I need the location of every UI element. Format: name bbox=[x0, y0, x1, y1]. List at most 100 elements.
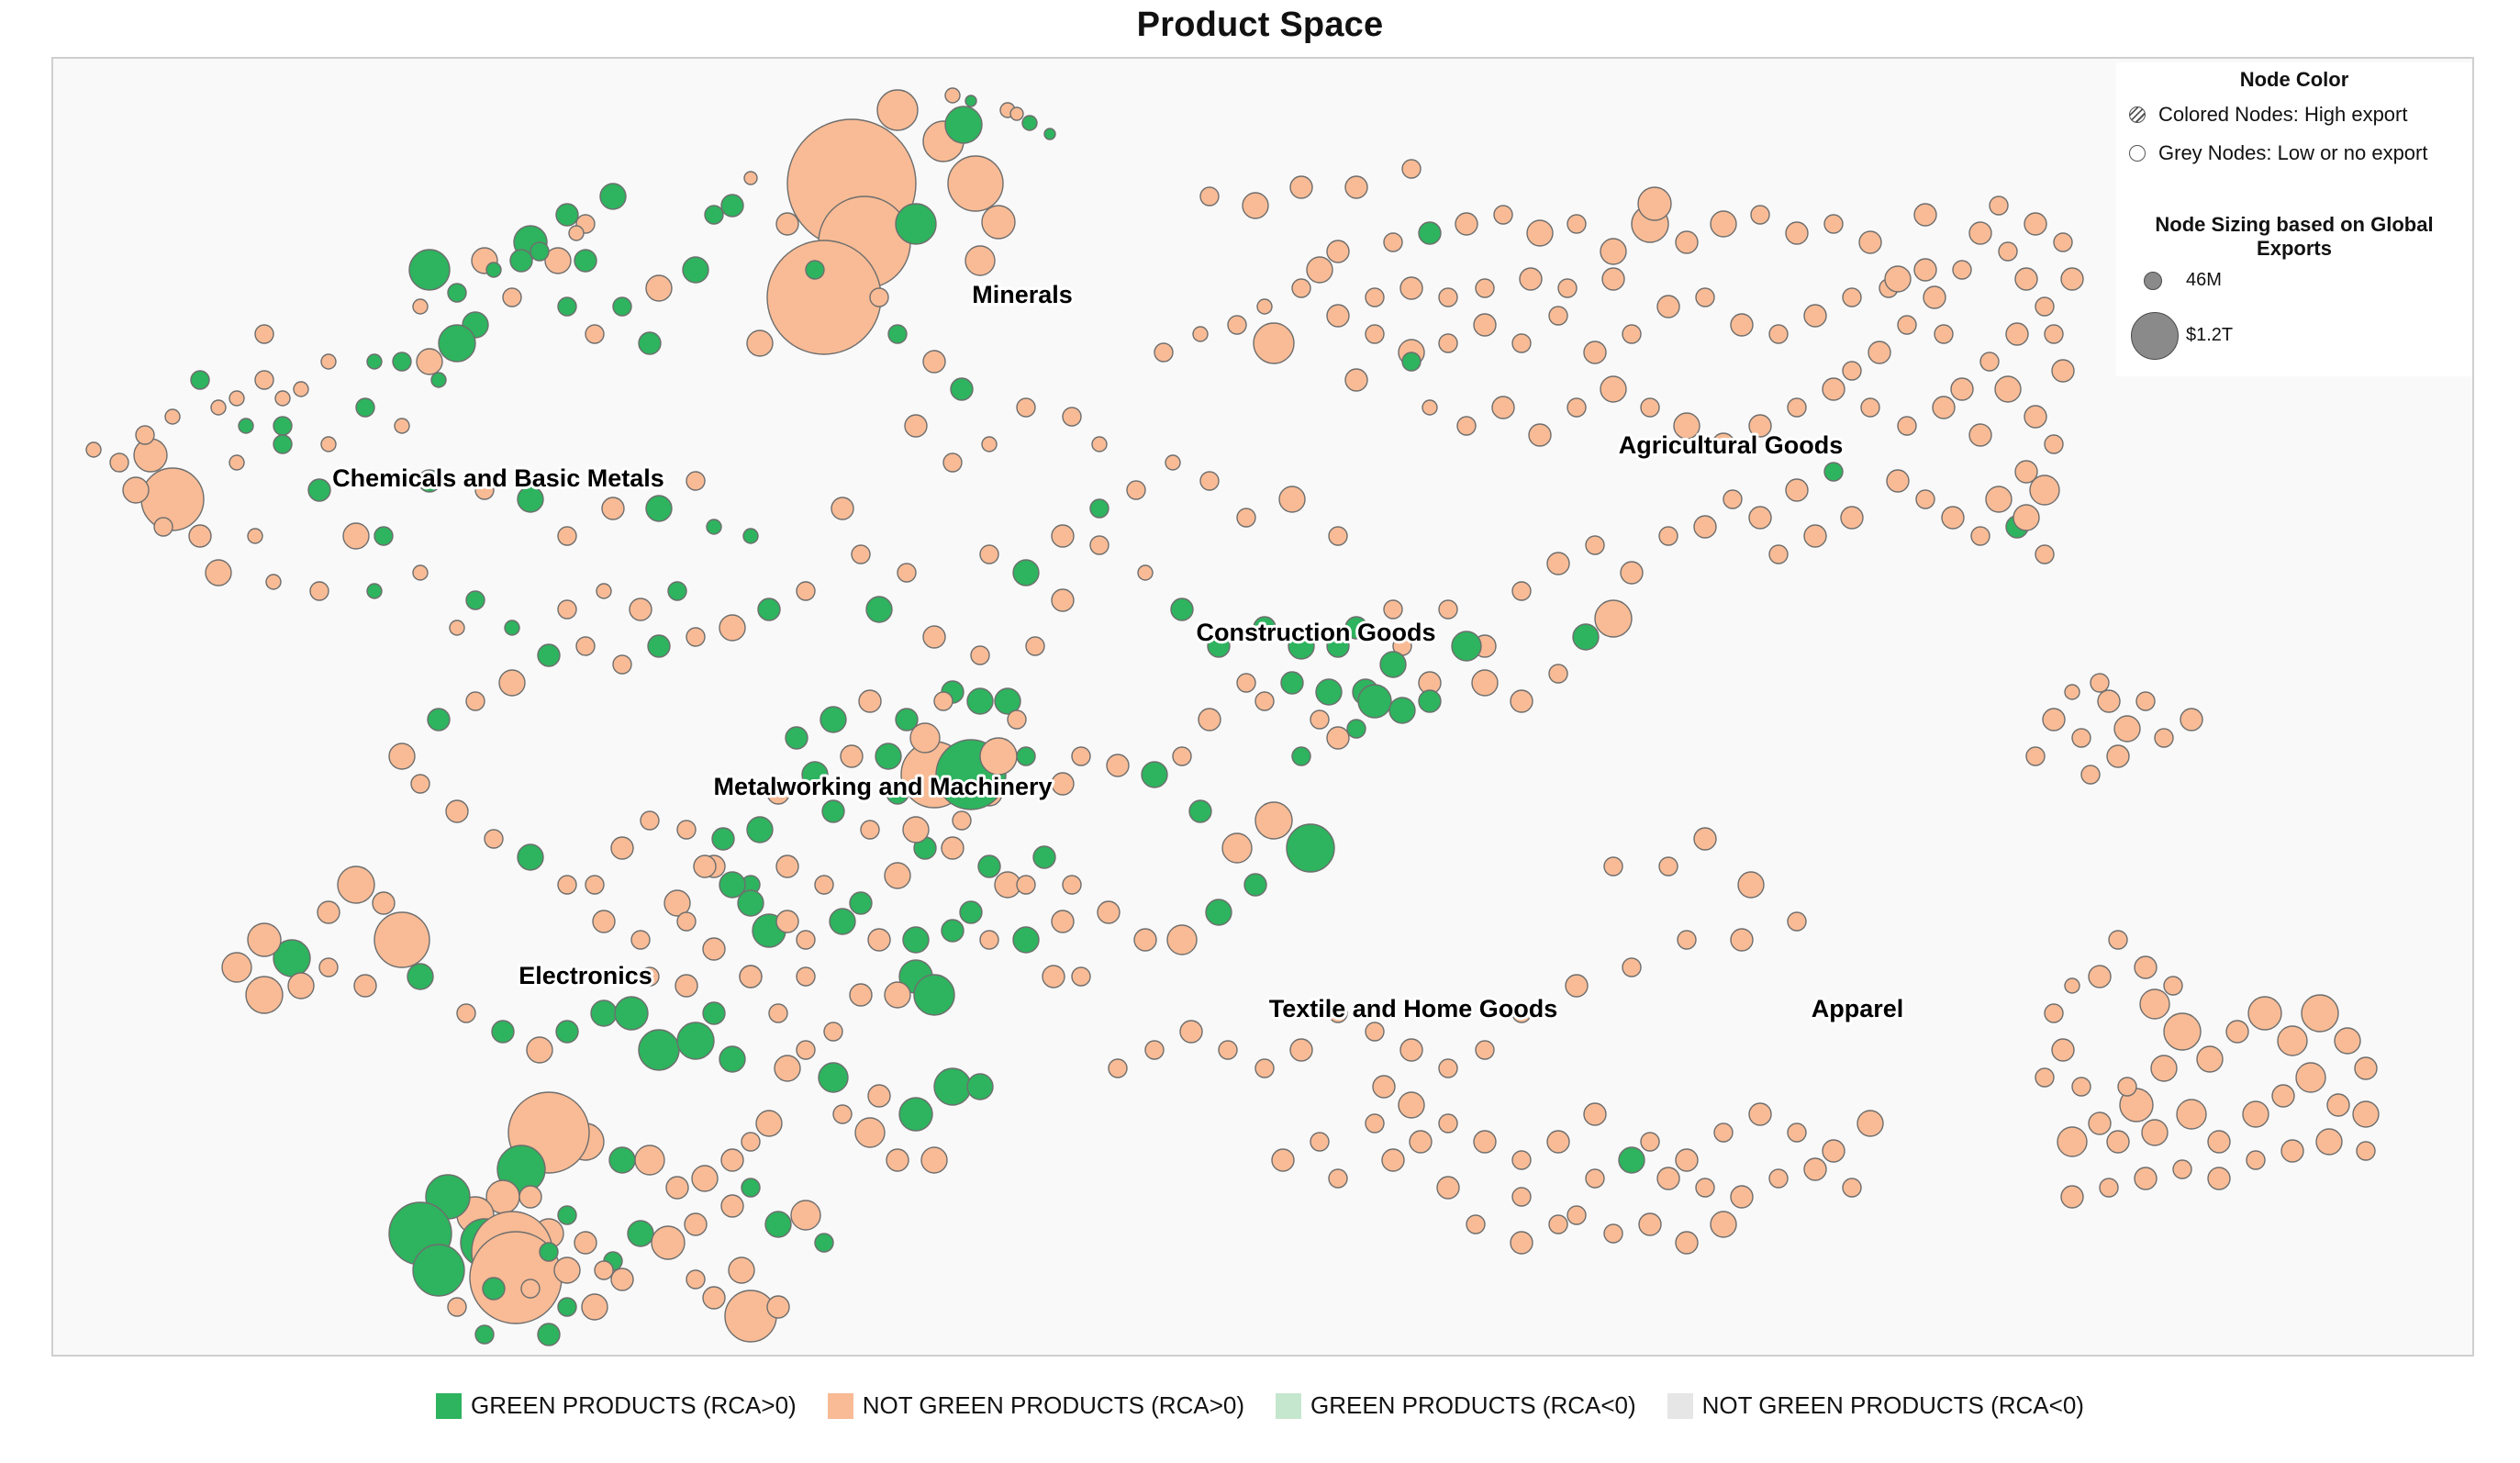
product-node-not-green[interactable] bbox=[831, 497, 854, 520]
product-node-not-green[interactable] bbox=[686, 471, 706, 491]
product-node-not-green[interactable] bbox=[1840, 506, 1864, 530]
product-node-not-green[interactable] bbox=[1822, 1139, 1845, 1163]
product-node-not-green[interactable] bbox=[337, 866, 375, 904]
product-node-not-green[interactable] bbox=[2106, 1130, 2130, 1154]
product-node-not-green[interactable] bbox=[1456, 416, 1477, 436]
product-node-green[interactable] bbox=[706, 519, 722, 535]
product-node-not-green[interactable] bbox=[1567, 397, 1587, 418]
product-node-not-green[interactable] bbox=[790, 1200, 821, 1231]
product-node-green[interactable] bbox=[517, 843, 544, 871]
product-node-not-green[interactable] bbox=[952, 810, 972, 831]
product-node-green[interactable] bbox=[741, 1178, 761, 1198]
product-node-green[interactable] bbox=[1243, 873, 1267, 897]
product-node-not-green[interactable] bbox=[612, 654, 632, 675]
product-node-not-green[interactable] bbox=[922, 625, 946, 649]
product-node-not-green[interactable] bbox=[2088, 965, 2112, 988]
product-node-green[interactable] bbox=[1021, 115, 1038, 131]
product-node-not-green[interactable] bbox=[920, 1146, 948, 1174]
product-node-not-green[interactable] bbox=[1025, 636, 1045, 656]
product-node-green[interactable] bbox=[1346, 719, 1366, 739]
product-node-not-green[interactable] bbox=[2141, 1119, 2169, 1146]
product-node-green[interactable] bbox=[465, 590, 485, 610]
product-node-not-green[interactable] bbox=[676, 911, 697, 932]
product-node-not-green[interactable] bbox=[630, 930, 651, 950]
product-node-not-green[interactable] bbox=[970, 645, 990, 665]
product-node-not-green[interactable] bbox=[1748, 506, 1772, 530]
product-node-not-green[interactable] bbox=[2134, 1167, 2158, 1190]
product-node-not-green[interactable] bbox=[2097, 689, 2121, 713]
product-node-not-green[interactable] bbox=[1510, 1231, 1533, 1255]
product-node-not-green[interactable] bbox=[2053, 232, 2073, 252]
product-node-not-green[interactable] bbox=[1326, 240, 1350, 263]
product-node-not-green[interactable] bbox=[274, 390, 291, 407]
product-node-not-green[interactable] bbox=[719, 614, 746, 642]
product-node-green[interactable] bbox=[865, 596, 893, 623]
product-node-not-green[interactable] bbox=[1768, 544, 1789, 564]
product-node-not-green[interactable] bbox=[944, 87, 961, 104]
product-node-not-green[interactable] bbox=[2108, 930, 2128, 950]
product-node-not-green[interactable] bbox=[247, 528, 263, 544]
product-node-not-green[interactable] bbox=[965, 245, 996, 276]
product-node-not-green[interactable] bbox=[766, 240, 882, 355]
product-node-not-green[interactable] bbox=[1968, 221, 1992, 245]
product-node-not-green[interactable] bbox=[2280, 1139, 2304, 1163]
product-node-green[interactable] bbox=[676, 1022, 715, 1060]
product-node-not-green[interactable] bbox=[445, 799, 469, 823]
product-node-green[interactable] bbox=[557, 1297, 577, 1317]
product-node-not-green[interactable] bbox=[1603, 1223, 1623, 1244]
product-node-green[interactable] bbox=[966, 687, 994, 715]
product-node-not-green[interactable] bbox=[447, 1297, 467, 1317]
product-node-green[interactable] bbox=[1572, 623, 1600, 651]
product-node-not-green[interactable] bbox=[2051, 359, 2075, 383]
product-node-not-green[interactable] bbox=[1656, 1167, 1680, 1190]
product-node-not-green[interactable] bbox=[221, 952, 252, 983]
product-node-not-green[interactable] bbox=[2071, 728, 2091, 748]
product-node-not-green[interactable] bbox=[941, 836, 965, 860]
product-node-green[interactable] bbox=[273, 434, 293, 454]
product-node-green[interactable] bbox=[1618, 1146, 1645, 1174]
product-node-not-green[interactable] bbox=[85, 441, 102, 458]
product-node-not-green[interactable] bbox=[1126, 480, 1146, 500]
product-node-not-green[interactable] bbox=[1471, 669, 1499, 697]
product-node-not-green[interactable] bbox=[1583, 1102, 1607, 1126]
product-node-not-green[interactable] bbox=[1915, 489, 1935, 509]
product-node-not-green[interactable] bbox=[1165, 454, 1181, 471]
product-node-not-green[interactable] bbox=[456, 1003, 476, 1023]
product-node-not-green[interactable] bbox=[876, 89, 919, 131]
product-node-not-green[interactable] bbox=[412, 298, 429, 315]
product-node-not-green[interactable] bbox=[640, 810, 660, 831]
product-node-green[interactable] bbox=[814, 1233, 834, 1253]
product-node-not-green[interactable] bbox=[2106, 744, 2130, 768]
product-node-not-green[interactable] bbox=[684, 1212, 708, 1236]
product-node-not-green[interactable] bbox=[1519, 267, 1543, 291]
product-node-green[interactable] bbox=[555, 1020, 579, 1044]
product-node-green[interactable] bbox=[801, 761, 829, 788]
product-node-green[interactable] bbox=[307, 478, 331, 502]
product-node-not-green[interactable] bbox=[1473, 1130, 1497, 1154]
product-node-not-green[interactable] bbox=[909, 722, 941, 754]
product-node-not-green[interactable] bbox=[1600, 238, 1627, 265]
product-node-not-green[interactable] bbox=[724, 1290, 777, 1343]
product-node-not-green[interactable] bbox=[2035, 1067, 2055, 1088]
product-node-not-green[interactable] bbox=[720, 1148, 744, 1172]
product-node-green[interactable] bbox=[1451, 631, 1482, 662]
product-node-not-green[interactable] bbox=[691, 1165, 719, 1192]
product-node-not-green[interactable] bbox=[1383, 599, 1403, 620]
product-node-not-green[interactable] bbox=[693, 854, 717, 878]
product-node-not-green[interactable] bbox=[634, 1145, 665, 1176]
product-node-not-green[interactable] bbox=[412, 564, 429, 581]
product-node-not-green[interactable] bbox=[353, 974, 377, 998]
product-node-not-green[interactable] bbox=[309, 581, 329, 601]
product-node-not-green[interactable] bbox=[498, 669, 526, 697]
product-node-not-green[interactable] bbox=[1913, 258, 1937, 282]
product-node-not-green[interactable] bbox=[1675, 230, 1699, 254]
product-node-green[interactable] bbox=[427, 708, 451, 732]
product-node-green[interactable] bbox=[913, 974, 955, 1016]
product-node-not-green[interactable] bbox=[1071, 966, 1091, 987]
product-node-not-green[interactable] bbox=[1923, 285, 1946, 309]
product-node-not-green[interactable] bbox=[1897, 315, 1917, 335]
product-node-not-green[interactable] bbox=[1528, 423, 1552, 447]
product-node-not-green[interactable] bbox=[1493, 205, 1513, 225]
product-node-not-green[interactable] bbox=[1860, 397, 1880, 418]
product-node-not-green[interactable] bbox=[832, 1104, 853, 1124]
